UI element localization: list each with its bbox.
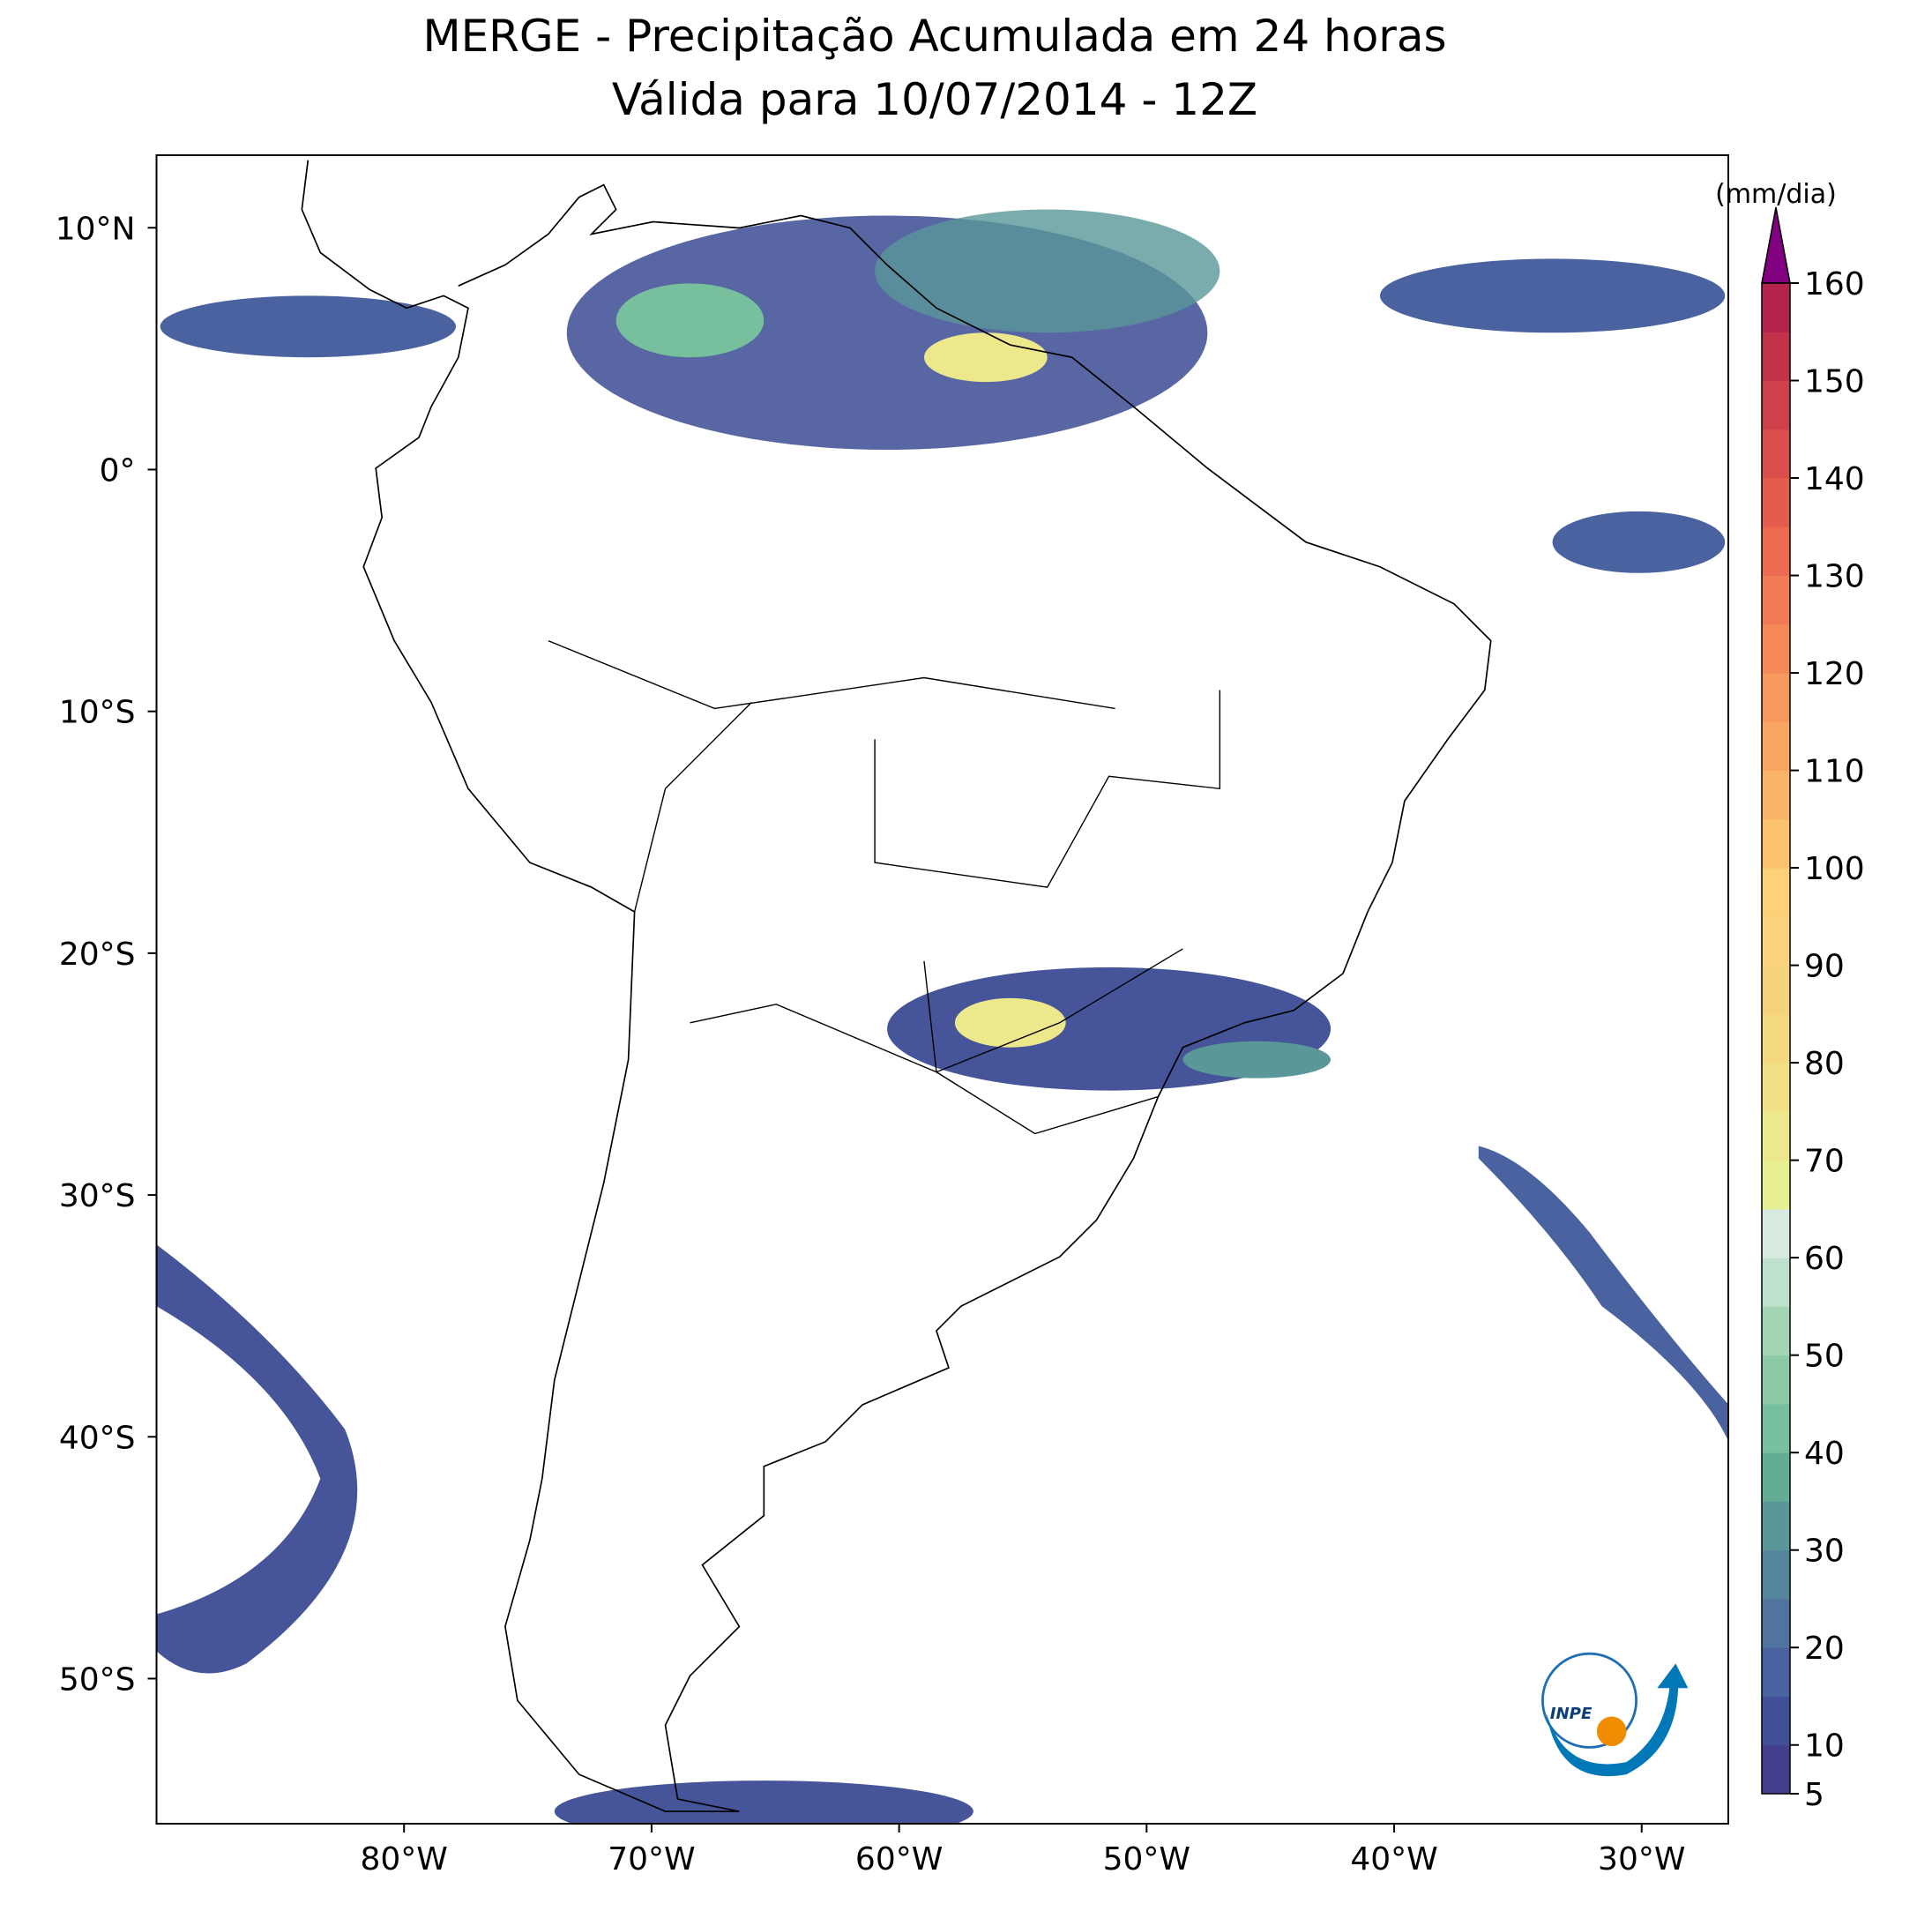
map-title: MERGE - Precipitação Acumulada em 24 hor… — [422, 11, 1446, 62]
colorbar-label: (mm/dia) — [1715, 179, 1837, 210]
colorbar-tick-label: 90 — [1804, 949, 1845, 985]
colorbar-tick-label: 140 — [1804, 461, 1865, 497]
borders — [548, 639, 1221, 1135]
colorbar-segment — [1762, 575, 1790, 625]
colorbar-tick-label: 5 — [1804, 1777, 1824, 1813]
colorbar-segment — [1762, 429, 1790, 479]
y-tick-label: 0° — [100, 452, 136, 489]
rain-area — [615, 283, 765, 358]
colorbar-tick-label: 100 — [1804, 851, 1865, 887]
colorbar-segment — [1762, 1696, 1790, 1746]
colorbar-segment — [1762, 673, 1790, 722]
colorbar-segment — [1762, 380, 1790, 430]
y-tick-label: 10°N — [56, 211, 136, 247]
colorbar-segment — [1762, 623, 1790, 674]
colorbar-segment — [1762, 1013, 1790, 1064]
rain-area — [875, 209, 1220, 333]
map-layer: INPE — [156, 160, 1729, 1825]
colorbar-tick-label: 120 — [1804, 656, 1865, 692]
colorbar-tick-label: 150 — [1804, 364, 1865, 400]
y-tick-label: 20°S — [59, 937, 136, 973]
rain-area — [1379, 258, 1726, 333]
x-tick-label: 80°W — [361, 1841, 448, 1877]
colorbar-segment — [1762, 770, 1790, 820]
colorbar-tick-label: 30 — [1804, 1534, 1845, 1570]
colorbar-tick-label: 40 — [1804, 1436, 1845, 1472]
rain-area — [954, 997, 1066, 1048]
colorbar-segment — [1762, 1403, 1790, 1453]
y-tick-label: 10°S — [59, 695, 136, 731]
colorbar-segment — [1762, 965, 1790, 1015]
x-tick-label: 30°W — [1598, 1841, 1685, 1877]
y-tick-label: 50°S — [59, 1661, 136, 1698]
colorbar-tick-label: 20 — [1804, 1631, 1845, 1667]
colorbar-segment — [1762, 1647, 1790, 1697]
y-tick-label: 30°S — [59, 1178, 136, 1214]
colorbar-segment — [1762, 1501, 1790, 1551]
colorbar-extend — [1761, 206, 1791, 284]
colorbar-frame — [1761, 282, 1791, 1795]
rain-area — [156, 1244, 358, 1674]
rain-area — [923, 332, 1048, 383]
colorbar-segment — [1762, 721, 1790, 772]
colorbar-segment — [1762, 916, 1790, 967]
colorbar-segment — [1762, 1258, 1790, 1307]
coastline — [301, 160, 1492, 1812]
colorbar-segment — [1762, 1598, 1790, 1648]
colorbar-segment — [1762, 1355, 1790, 1405]
rain-area — [1552, 511, 1726, 573]
rain-area — [554, 1780, 973, 1825]
x-tick-label: 40°W — [1350, 1841, 1437, 1877]
x-tick-label: 60°W — [855, 1841, 943, 1877]
precipitation-field — [156, 209, 1729, 1825]
colorbar-segment — [1762, 283, 1790, 332]
colorbar-segment — [1762, 1111, 1790, 1161]
colorbar-segment — [1762, 818, 1790, 869]
colorbar-segment — [1762, 1744, 1790, 1795]
colorbar-tick-label: 70 — [1804, 1144, 1845, 1180]
colorbar-tick-label: 160 — [1804, 266, 1865, 302]
logo-text: INPE — [1550, 1705, 1593, 1723]
rain-area — [1182, 1041, 1332, 1079]
y-tick-label: 40°S — [59, 1420, 136, 1456]
plot-frame — [155, 154, 1729, 1825]
colorbar-tick-label: 110 — [1804, 754, 1865, 790]
colorbar-segment — [1762, 1549, 1790, 1600]
colorbar-segment — [1762, 868, 1790, 917]
colorbar-tick-label: 50 — [1804, 1339, 1845, 1375]
x-tick-label: 70°W — [608, 1841, 695, 1877]
colorbar-segment — [1762, 526, 1790, 577]
colorbar-tick-label: 10 — [1804, 1728, 1845, 1765]
colorbar-segment — [1762, 1208, 1790, 1258]
colorbar-segment — [1762, 1160, 1790, 1210]
rain-area — [1478, 1146, 1729, 1442]
colorbar-tick-label: 60 — [1804, 1241, 1845, 1277]
x-tick-label: 50°W — [1103, 1841, 1190, 1877]
colorbar-tick-label: 130 — [1804, 559, 1865, 595]
map-subtitle: Válida para 10/07/2014 - 12Z — [612, 74, 1257, 125]
colorbar-segment — [1762, 478, 1790, 527]
inpe-logo: INPE — [1541, 1652, 1689, 1777]
colorbar-segment — [1762, 1306, 1790, 1356]
colorbar-segment — [1762, 1452, 1790, 1502]
colorbar-segment — [1762, 1063, 1790, 1112]
colorbar-tick-label: 80 — [1804, 1046, 1845, 1082]
rain-area — [160, 295, 457, 358]
colorbar-segment — [1762, 332, 1790, 382]
